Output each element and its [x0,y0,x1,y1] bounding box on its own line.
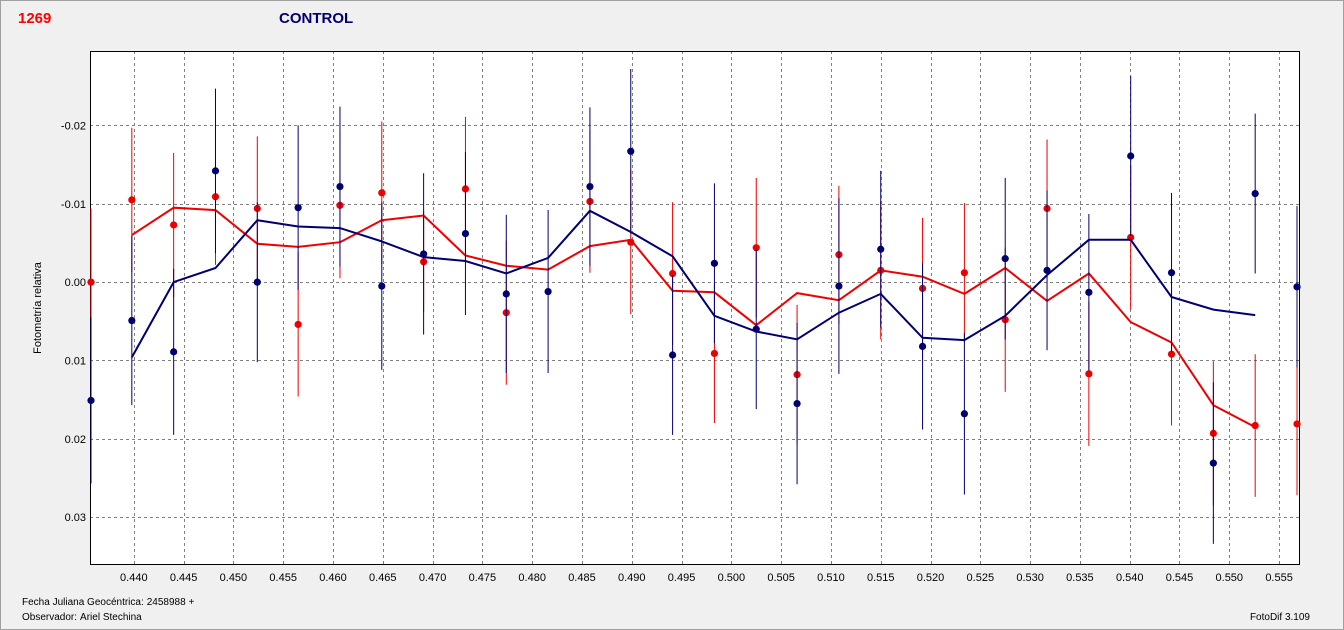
x-tick-label: 0.485 [568,572,596,584]
blue-data-point [752,325,760,333]
y-tick-label: 0.01 [65,355,86,367]
x-tick-label: 0.505 [767,572,795,584]
red-data-point [87,278,95,286]
blue-data-point [668,351,677,359]
red-data-point [128,196,136,204]
chart-title: CONTROL [279,10,354,27]
x-tick-label: 0.440 [120,572,148,584]
blue-data-point [1127,152,1135,160]
x-tick-label: 0.555 [1265,572,1293,584]
red-data-point [170,221,178,229]
blue-data-point [1251,190,1259,198]
red-data-point [1251,421,1259,430]
plot-area [90,51,1300,565]
blue-data-point [1001,255,1009,263]
blue-data-point [211,167,220,175]
y-tick-label: 0.02 [65,434,86,446]
x-tick-label: 0.455 [269,572,297,584]
blue-data-point [1167,269,1176,277]
observer-line: Observador: Ariel Stechina [22,612,142,623]
x-tick-label: 0.530 [1016,572,1044,584]
blue-data-point [461,229,470,238]
y-tick-label: -0.02 [61,120,86,132]
red-data-point [710,349,719,358]
blue-data-point [378,282,386,290]
x-tick-label: 0.525 [967,572,995,584]
blue-data-point [170,348,178,356]
red-data-point [960,269,968,277]
blue-data-point [1209,459,1217,467]
julian-date-line: Fecha Juliana Geocéntrica: 2458988 + [22,597,194,608]
blue-series [87,69,1301,544]
x-tick-label: 0.460 [319,572,347,584]
red-trend-line [131,206,1256,428]
x-tick-label: 0.535 [1066,572,1094,584]
red-data-point [378,189,386,197]
y-tick-label: -0.01 [61,199,86,211]
red-data-point [1085,370,1093,378]
blue-data-point [253,278,261,286]
blue-data-point [87,396,95,405]
blue-data-point [128,316,136,325]
x-tick-label: 0.550 [1216,572,1244,584]
x-tick-label: 0.515 [867,572,895,584]
x-tick-label: 0.470 [419,572,447,584]
observer-value: Ariel Stechina [80,612,142,623]
y-tick-labels: -0.02 -0.01 0.00 0.01 0.02 0.03 [61,120,86,524]
blue-data-point [960,410,968,418]
red-data-point [752,244,760,252]
x-tick-label: 0.520 [917,572,945,584]
x-tick-label: 0.445 [170,572,198,584]
blue-data-point [877,245,885,253]
julian-date-label: Fecha Juliana Geocéntrica: [22,597,144,608]
x-tick-label: 0.500 [718,572,746,584]
red-data-point [294,320,302,329]
x-tick-label: 0.495 [668,572,696,584]
blue-data-point [627,147,635,155]
blue-data-point [502,290,510,298]
blue-data-point [294,204,302,212]
blue-data-point [544,287,552,296]
blue-data-point [1085,288,1093,296]
x-tick-label: 0.545 [1166,572,1194,584]
blue-data-point [793,399,801,408]
red-data-point [668,269,677,278]
gridlines [90,51,1300,565]
red-data-point [1293,420,1301,428]
x-tick-label: 0.480 [518,572,546,584]
blue-data-point [1043,266,1051,274]
blue-data-point [710,259,719,267]
x-tick-label: 0.540 [1116,572,1144,584]
y-tick-label: 0.00 [65,277,86,289]
julian-date-value: 2458988 + [146,597,195,608]
x-tick-label: 0.510 [817,572,845,584]
x-tick-labels: 0.440 0.445 0.450 0.455 0.460 0.465 0.470 0.475… [120,572,1293,584]
red-data-point [627,238,635,246]
x-tick-label: 0.465 [369,572,397,584]
blue-trend-line [130,209,1256,358]
blue-data-point [918,342,927,350]
blue-data-point [586,182,594,191]
x-tick-label: 0.490 [618,572,646,584]
red-data-point [1167,350,1176,358]
blue-data-point [1293,283,1301,291]
observer-label: Observador: [22,612,78,623]
blue-data-point [336,182,344,191]
blue-data-point [835,282,843,290]
y-axis-label: Fotometría relativa [32,261,44,354]
y-tick-label: 0.03 [65,512,86,524]
object-id-label: 1269 [18,10,52,27]
blue-data-point [420,250,428,258]
x-tick-label: 0.450 [220,572,248,584]
software-version: FotoDif 3.109 [1249,612,1310,623]
x-tick-label: 0.475 [469,572,497,584]
